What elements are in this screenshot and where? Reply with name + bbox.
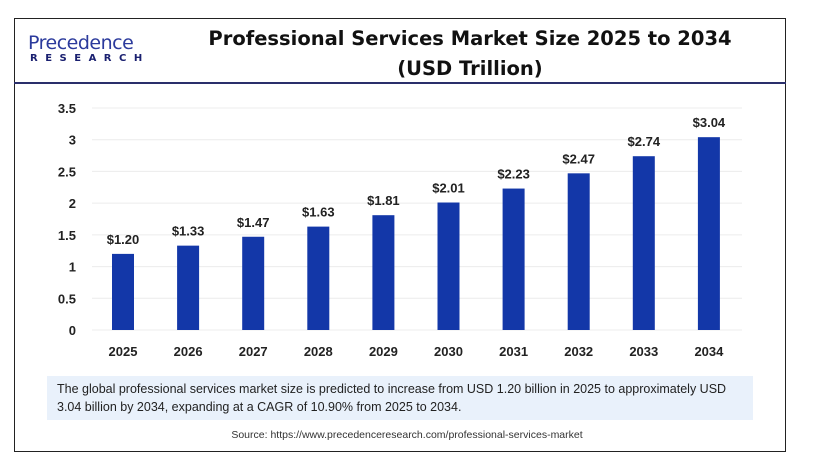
x-tick-label: 2031	[499, 344, 528, 359]
bar	[697, 137, 720, 330]
x-tick-label: 2030	[434, 344, 463, 359]
title-line-2: (USD Trillion)	[397, 57, 543, 80]
logo-main: Precedence	[28, 32, 134, 54]
y-tick-label: 3	[69, 133, 76, 148]
data-label: $1.81	[367, 193, 400, 208]
y-tick-label: 0.5	[58, 291, 76, 306]
x-tick-label: 2029	[369, 344, 398, 359]
bar	[632, 156, 655, 330]
x-tick-label: 2034	[694, 344, 724, 359]
x-tick-label: 2026	[174, 344, 203, 359]
logo-sub: RESEARCH	[30, 53, 150, 64]
y-tick-label: 3.5	[58, 101, 76, 116]
chart-title: Professional Services Market Size 2025 t…	[190, 24, 750, 84]
y-tick-label: 2.5	[58, 164, 76, 179]
data-label: $2.01	[432, 181, 465, 196]
bar	[437, 202, 460, 330]
y-tick-label: 1	[69, 260, 76, 275]
y-tick-label: 1.5	[58, 228, 76, 243]
data-label: $1.63	[302, 205, 335, 220]
data-label: $1.20	[107, 232, 140, 247]
bar	[307, 226, 330, 330]
title-line-1: Professional Services Market Size 2025 t…	[208, 27, 732, 50]
precedence-research-logo: Precedence RESEARCH	[28, 33, 150, 65]
data-label: $1.47	[237, 215, 270, 230]
y-tick-label: 2	[69, 196, 76, 211]
chart-frame	[14, 18, 786, 452]
bar	[567, 173, 590, 330]
x-tick-label: 2025	[109, 344, 138, 359]
data-label: $3.04	[693, 115, 726, 130]
bar	[112, 253, 134, 330]
bar	[177, 245, 200, 330]
x-tick-label: 2028	[304, 344, 333, 359]
bar	[242, 236, 265, 330]
x-tick-label: 2033	[629, 344, 658, 359]
data-label: $2.23	[497, 167, 530, 182]
header-divider	[14, 82, 786, 84]
data-label: $2.74	[628, 134, 661, 149]
bar	[502, 188, 525, 330]
bar	[372, 215, 395, 330]
data-label: $2.47	[562, 151, 595, 166]
x-tick-label: 2032	[564, 344, 593, 359]
x-tick-label: 2027	[239, 344, 268, 359]
source-text: Source: https://www.precedenceresearch.c…	[231, 429, 583, 441]
data-label: $1.33	[172, 224, 205, 239]
y-tick-label: 0	[69, 323, 76, 338]
description-box: The global professional services market …	[47, 376, 753, 420]
